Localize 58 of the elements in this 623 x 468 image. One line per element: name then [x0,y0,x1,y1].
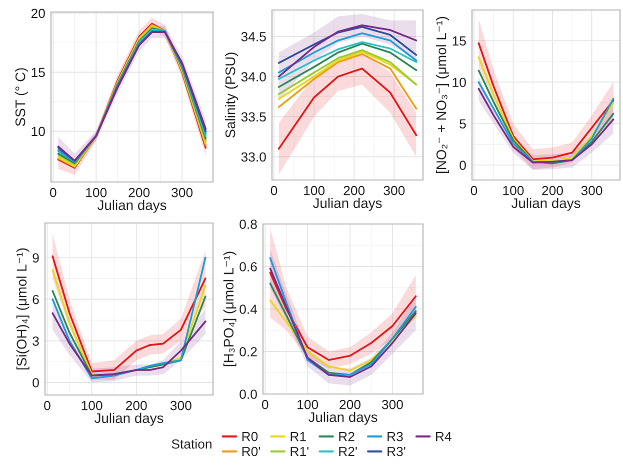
y-tick-label: 3 [32,336,39,346]
legend-label: R3' [388,446,406,456]
x-tick-label: 300 [170,400,192,410]
y-tick-label: 15 [32,68,45,78]
legend-title: Station [172,438,212,449]
x-tick-label: 300 [382,400,403,410]
y-tick-label: 34.0 [241,72,266,82]
x-tick-label: 0 [470,186,478,196]
legend-label: R2 [339,432,354,442]
y-axis-title: [Si(OH)₄] (μmol L⁻¹) [16,248,30,370]
y-tick-label: 5 [460,119,466,129]
y-tick-label: 10 [32,126,45,136]
x-tick-label: 0 [50,188,56,198]
y-tick-label: 0.2 [240,347,257,356]
y-tick-label: 0 [460,160,466,170]
x-tick-label: 100 [82,400,102,410]
y-tick-label: 0.6 [240,262,257,272]
x-axis-title: Julian days [308,412,378,425]
y-tick-label: 15 [452,36,466,46]
x-tick-label: 200 [344,186,365,196]
legend-label: R2' [339,446,357,456]
legend-label: R4 [436,432,452,442]
y-tick-label: 33.5 [241,112,266,122]
y-tick-label: 0.0 [240,390,257,399]
x-tick-label: 300 [384,186,405,196]
y-tick-label: 20 [31,8,45,18]
x-axis-title: Julian days [94,412,164,426]
legend-label: R3 [388,432,403,442]
y-tick-label: 0 [32,378,39,388]
y-tick-label: 0.4 [240,304,258,314]
x-tick-label: 200 [126,400,147,410]
y-tick-label: 34.5 [241,32,266,42]
x-axis-title: Julian days [511,198,580,211]
y-tick-label: 6 [32,294,39,304]
x-tick-label: 200 [340,400,360,410]
legend-label: R1 [290,432,306,442]
y-axis-title: [H₃PO₄] (μmol L⁻¹) [223,252,236,366]
x-tick-label: 100 [298,400,318,410]
x-tick-label: 300 [581,186,602,196]
y-axis-title: [NO₂⁻ + NO₃⁻] (μmol L⁻¹) [436,16,449,173]
y-tick-label: 33.0 [241,152,266,162]
x-axis-title: Julian days [312,198,382,211]
legend-label: R1' [290,446,308,456]
x-tick-label: 200 [128,188,150,198]
legend-label: R0' [242,446,260,456]
x-tick-label: 100 [503,186,524,196]
legend-label: R0 [242,432,258,442]
y-axis-title: SST (° C) [15,68,28,126]
x-axis-title: Julian days [97,200,166,213]
y-tick-label: 9 [32,253,39,263]
x-tick-label: 100 [86,188,107,198]
x-tick-label: 300 [172,188,193,198]
y-axis-title: Salinity (PSU) [225,52,238,138]
x-tick-label: 0 [270,186,278,196]
y-tick-label: 10 [452,78,466,88]
y-tick-label: 0.8 [240,220,257,229]
x-tick-label: 100 [304,186,325,196]
x-tick-label: 200 [542,186,563,196]
